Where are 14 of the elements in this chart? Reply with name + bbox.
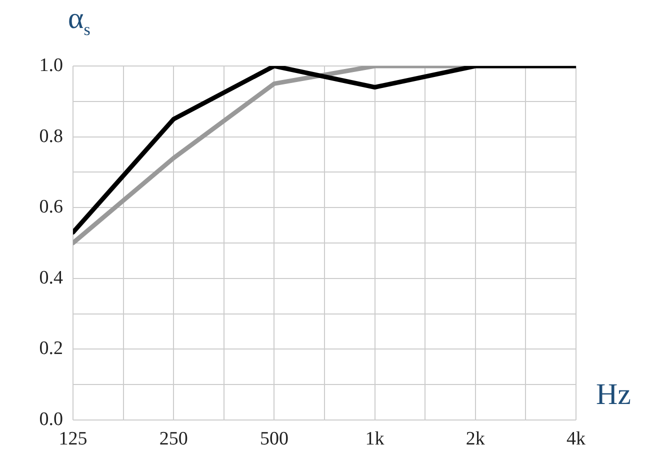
y-tick-label: 1.0 xyxy=(39,54,63,76)
y-tick-label: 0.6 xyxy=(39,196,63,218)
x-tick-label: 2k xyxy=(466,428,486,450)
x-tick-label: 4k xyxy=(566,428,586,450)
x-tick-label: 125 xyxy=(58,428,88,450)
x-tick-label: 1k xyxy=(365,428,385,450)
y-tick-label: 0.4 xyxy=(39,267,64,288)
y-axis-title: α$_{s}$ xyxy=(68,2,90,40)
x-axis-title: Hz xyxy=(596,378,631,412)
x-tick-label: 500 xyxy=(260,428,288,450)
y-tick-label: 0.0 xyxy=(39,408,63,430)
x-tick-label: 250 xyxy=(159,428,188,450)
y-tick-label: 0.8 xyxy=(39,126,63,147)
y-tick-label: 0.2 xyxy=(39,338,63,360)
